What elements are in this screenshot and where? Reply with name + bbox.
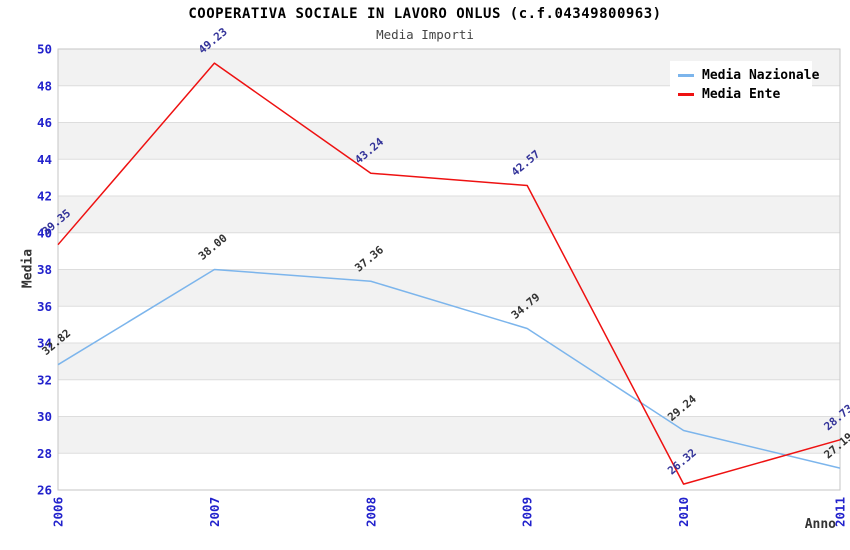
y-tick-label: 36: [37, 299, 52, 314]
y-tick-label: 38: [37, 262, 52, 277]
y-axis-label: Media: [20, 248, 36, 289]
chart-subtitle: Media Importi: [376, 27, 474, 42]
y-tick-label: 48: [37, 78, 52, 93]
plot-band: [58, 269, 840, 307]
y-tick-label: 50: [37, 42, 52, 57]
plot-band: [58, 122, 840, 160]
legend-item-media-ente: Media Ente: [678, 85, 806, 104]
x-tick-label: 2011: [833, 497, 848, 527]
legend-item-media-nazionale: Media Nazionale: [678, 66, 819, 85]
y-tick-label: 28: [37, 446, 52, 461]
series-line-media-ente: [57, 62, 841, 485]
legend-swatch-media-ente: [678, 93, 694, 96]
legend-swatch-media-nazionale: [678, 74, 694, 77]
y-tick-label: 26: [37, 483, 52, 498]
x-tick-label: 2010: [676, 497, 691, 527]
data-label-media-nazionale: 38.00: [196, 232, 230, 263]
chart-title: COOPERATIVA SOCIALE IN LAVORO ONLUS (c.f…: [188, 6, 662, 22]
legend-label-media-ente: Media Ente: [702, 87, 781, 102]
y-tick-label: 44: [37, 152, 52, 167]
y-tick-label: 40: [37, 225, 52, 240]
series-line-media-nazionale: [57, 268, 841, 469]
plot-band: [58, 343, 840, 380]
y-tick-label: 30: [37, 409, 52, 424]
x-tick-label: 2009: [520, 497, 535, 527]
x-tick-label: 2007: [207, 497, 222, 527]
legend: Media Nazionale Media Ente: [670, 61, 819, 109]
x-axis-label: Anno: [804, 517, 836, 532]
x-tick-label: 2008: [363, 497, 378, 527]
legend-label-media-nazionale: Media Nazionale: [702, 68, 820, 83]
y-tick-label: 46: [37, 115, 52, 130]
plot-band: [58, 416, 840, 454]
y-tick-label: 32: [37, 372, 52, 387]
plot-border: [57, 48, 841, 491]
x-tick-label: 2006: [51, 497, 66, 527]
plot-band: [58, 196, 840, 233]
y-tick-label: 34: [37, 336, 52, 351]
y-tick-label: 42: [37, 189, 52, 204]
